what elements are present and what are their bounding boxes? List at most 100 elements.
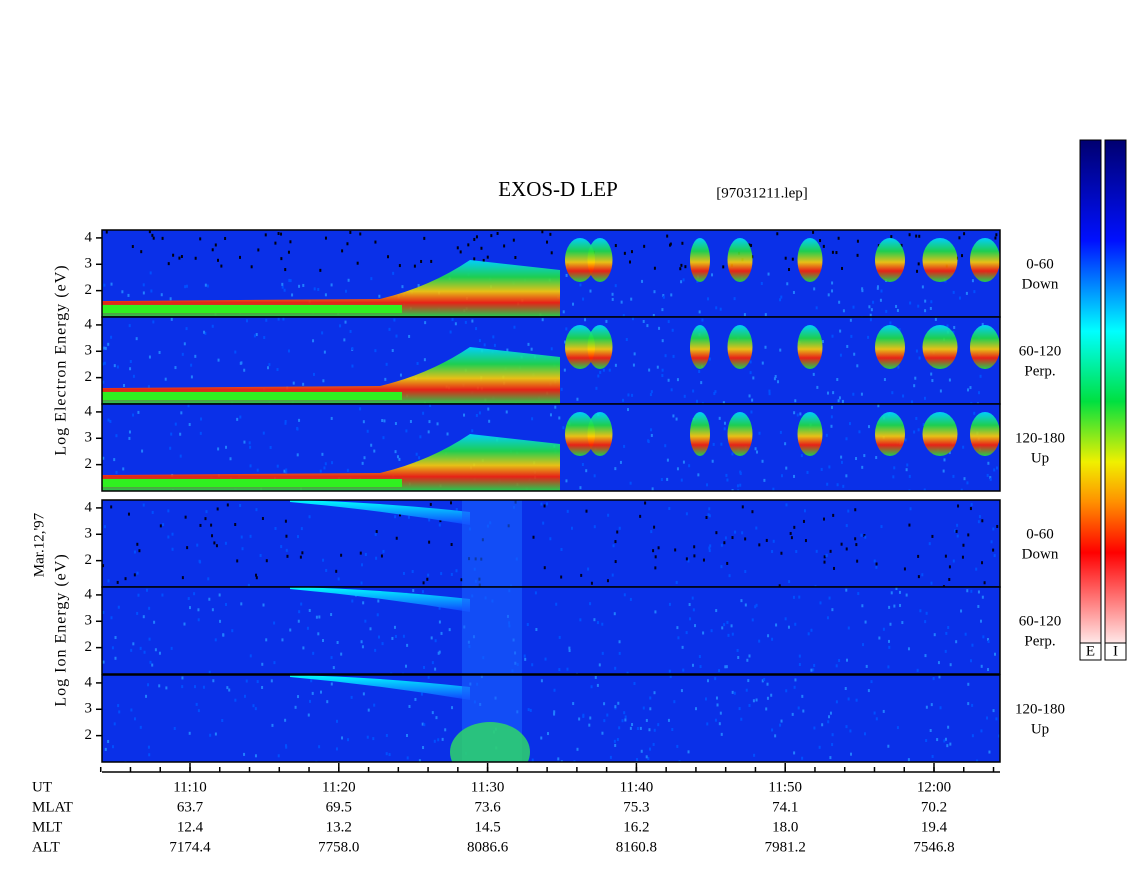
speckle: [889, 622, 892, 626]
speckle: [864, 620, 867, 624]
speckle: [928, 542, 931, 546]
speckle: [731, 690, 734, 694]
speckle: [280, 545, 283, 549]
speckle: [855, 457, 858, 461]
speckle: [109, 419, 112, 423]
speckle: [296, 427, 299, 431]
speckle: [829, 549, 832, 553]
speckle: [148, 753, 151, 757]
speckle: [195, 702, 198, 706]
speckle: [672, 414, 675, 418]
speckle: [243, 694, 246, 698]
colorbar-box: [1079, 642, 1102, 661]
speckle: [840, 460, 843, 464]
speckle: [208, 597, 211, 601]
speckle: [736, 484, 739, 488]
speckle: [308, 608, 311, 612]
speckle: [947, 625, 950, 629]
speckle: [875, 562, 878, 566]
speckle: [377, 635, 380, 639]
speckle: [618, 726, 621, 730]
speckle: [624, 718, 627, 722]
speckle: [828, 596, 831, 600]
speckle: [671, 727, 674, 731]
speckle: [107, 579, 110, 583]
speckle: [772, 487, 775, 491]
speckle: [708, 357, 711, 361]
speckle: [902, 394, 905, 398]
speckle: [332, 666, 335, 670]
speckle: [798, 654, 801, 658]
speckle: [833, 566, 836, 570]
speckle: [936, 738, 939, 742]
energy-burst: [970, 325, 1000, 369]
speckle: [763, 478, 766, 482]
speckle: [803, 509, 806, 513]
speckle: [128, 324, 131, 328]
speckle: [863, 533, 866, 537]
speckle: [622, 314, 625, 317]
speckle: [831, 405, 834, 409]
speckle: [378, 294, 381, 298]
speckle: [374, 532, 377, 536]
speckle: [179, 454, 182, 458]
speckle: [702, 631, 705, 635]
speckle: [804, 539, 807, 543]
energy-burst: [690, 325, 710, 369]
speckle: [283, 469, 286, 473]
speckle: [527, 342, 530, 346]
speckle: [787, 625, 790, 629]
speckle: [924, 299, 927, 303]
speckle: [793, 411, 796, 415]
speckle: [128, 436, 131, 440]
speckle: [831, 733, 834, 737]
speckle: [679, 267, 682, 271]
speckle: [633, 681, 636, 685]
speckle: [547, 732, 550, 736]
speckle: [321, 331, 324, 335]
speckle: [694, 707, 697, 711]
speckle: [229, 457, 232, 461]
speckle: [406, 756, 409, 760]
speckle: [221, 719, 224, 723]
speckle: [961, 254, 964, 258]
speckle: [291, 293, 294, 297]
file-name: [97031211.lep]: [716, 185, 808, 201]
speckle: [958, 296, 961, 300]
speckle: [823, 560, 826, 564]
speckle: [720, 543, 723, 547]
speckle: [657, 546, 660, 550]
speckle: [204, 331, 207, 335]
speckle: [165, 686, 168, 690]
speckle: [939, 389, 942, 393]
speckle: [761, 679, 764, 683]
speckle: [608, 368, 611, 372]
speckle: [110, 335, 113, 339]
speckle: [653, 525, 656, 529]
speckle: [646, 324, 649, 328]
row-value: 74.1: [772, 799, 798, 815]
y-tick-label: 3: [85, 526, 93, 542]
speckle: [746, 658, 749, 662]
speckle: [943, 739, 946, 743]
speckle: [970, 659, 973, 663]
speckle: [869, 313, 872, 317]
speckle: [471, 429, 474, 433]
speckle: [422, 411, 425, 415]
speckle: [145, 588, 148, 592]
speckle: [986, 473, 989, 477]
speckle: [755, 526, 758, 530]
speckle: [614, 743, 617, 747]
speckle: [285, 468, 288, 472]
speckle: [846, 658, 849, 662]
speckle: [543, 566, 546, 570]
speckle: [153, 620, 156, 624]
panel-label: 60-120: [1019, 343, 1062, 359]
speckle: [691, 663, 694, 667]
speckle: [560, 387, 563, 391]
speckle: [267, 366, 270, 370]
speckle: [255, 508, 258, 512]
speckle: [361, 563, 364, 567]
speckle: [977, 520, 980, 524]
speckle: [335, 747, 338, 751]
